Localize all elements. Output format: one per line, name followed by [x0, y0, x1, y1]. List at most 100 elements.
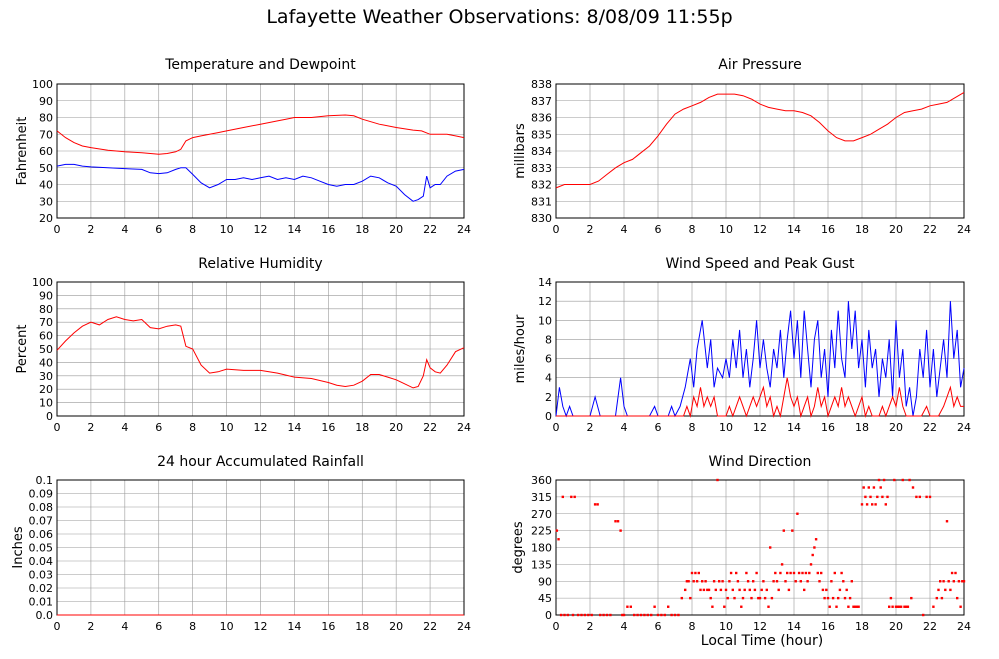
data-point — [576, 613, 580, 617]
x-tick-label: 10 — [719, 620, 733, 633]
x-tick-label: 24 — [957, 620, 971, 633]
data-point — [792, 571, 796, 575]
x-tick-label: 8 — [689, 223, 696, 236]
data-point — [667, 605, 670, 608]
y-tick-label: 45 — [538, 592, 552, 605]
data-point — [566, 613, 570, 617]
y-axis-label: Inches — [11, 526, 26, 568]
data-point — [962, 580, 966, 583]
data-point — [741, 596, 745, 600]
series-line-0 — [555, 91, 965, 189]
data-point — [801, 571, 804, 575]
x-tick-label: 2 — [587, 620, 594, 633]
x-tick-label: 8 — [689, 620, 696, 633]
data-point — [838, 588, 842, 592]
data-point — [707, 588, 711, 592]
y-tick-label: 100 — [32, 78, 53, 91]
data-point — [602, 613, 605, 617]
data-point — [813, 546, 816, 549]
data-point — [877, 478, 881, 482]
y-axis-label: Fahrenheit — [15, 117, 30, 186]
data-point — [786, 571, 789, 575]
x-tick-label: 4 — [621, 421, 628, 434]
x-tick-label: 16 — [821, 421, 835, 434]
data-point — [653, 605, 656, 608]
y-tick-label: 60 — [39, 145, 53, 158]
x-tick-label: 10 — [220, 421, 234, 434]
data-point — [590, 613, 593, 617]
x-tick-label: 4 — [121, 620, 128, 633]
data-point — [780, 563, 784, 566]
y-tick-label: 831 — [531, 195, 552, 208]
data-point — [680, 596, 683, 600]
data-point — [910, 596, 913, 600]
data-point — [940, 596, 944, 600]
chart-relative-humidity: 0 2 4 6 8 10 12 14 16 18 20 22 240102030405060708090… — [15, 256, 471, 434]
plot-frame — [56, 83, 465, 219]
data-point — [806, 580, 809, 583]
y-tick-label: 30 — [39, 370, 53, 383]
data-point — [745, 571, 748, 575]
y-tick-label: 100 — [32, 276, 53, 289]
data-point — [796, 512, 799, 515]
x-tick-label: 22 — [423, 421, 437, 434]
data-point — [928, 495, 932, 499]
x-tick-label: 22 — [923, 223, 937, 236]
y-tick-label: 14 — [538, 276, 552, 289]
data-point — [605, 613, 609, 617]
data-point — [954, 571, 957, 575]
y-tick-label: 0.0 — [36, 609, 54, 622]
data-point — [799, 580, 802, 583]
data-point — [731, 588, 734, 592]
y-tick-label: 832 — [531, 179, 552, 192]
data-point — [922, 613, 925, 617]
data-point — [721, 580, 724, 583]
data-point — [729, 571, 733, 575]
y-tick-label: 30 — [39, 195, 53, 208]
x-tick-label: 16 — [321, 223, 335, 236]
data-point — [961, 580, 964, 583]
x-tick-label: 18 — [855, 620, 869, 633]
data-point — [874, 503, 877, 506]
data-point — [835, 605, 838, 608]
y-tick-label: 0.08 — [29, 501, 54, 514]
x-tick-label: 20 — [889, 223, 903, 236]
data-point — [736, 580, 740, 583]
x-tick-label: 4 — [121, 223, 128, 236]
data-point — [843, 596, 847, 600]
data-point — [755, 571, 758, 575]
y-tick-label: 60 — [39, 330, 53, 343]
data-point — [850, 580, 853, 583]
x-tick-label: 22 — [423, 223, 437, 236]
x-tick-label: 22 — [423, 620, 437, 633]
y-tick-label: 2 — [545, 391, 552, 404]
data-point — [694, 571, 697, 575]
data-point — [563, 613, 566, 617]
x-tick-label: 24 — [457, 620, 471, 633]
data-point — [857, 605, 860, 608]
data-point — [660, 613, 663, 617]
y-tick-label: 135 — [531, 558, 552, 571]
x-tick-label: 14 — [787, 223, 801, 236]
y-axis-label: degrees — [511, 521, 526, 574]
y-tick-label: 836 — [531, 112, 552, 125]
data-point — [596, 503, 599, 506]
data-point — [656, 613, 660, 617]
y-tick-label: 0.1 — [36, 474, 54, 487]
data-point — [593, 503, 597, 506]
x-tick-label: 24 — [957, 421, 971, 434]
data-point — [580, 613, 583, 617]
data-point — [872, 486, 876, 489]
y-tick-label: 90 — [39, 95, 53, 108]
series-line-0 — [56, 316, 465, 389]
data-point — [748, 588, 751, 592]
x-tick-label: 16 — [321, 421, 335, 434]
page-title: Lafayette Weather Observations: 8/08/09 … — [266, 6, 733, 28]
data-point — [765, 588, 768, 592]
data-point — [821, 588, 825, 592]
data-point — [871, 503, 874, 506]
data-point — [687, 580, 690, 583]
data-point — [814, 538, 818, 541]
y-tick-label: 180 — [531, 542, 552, 555]
